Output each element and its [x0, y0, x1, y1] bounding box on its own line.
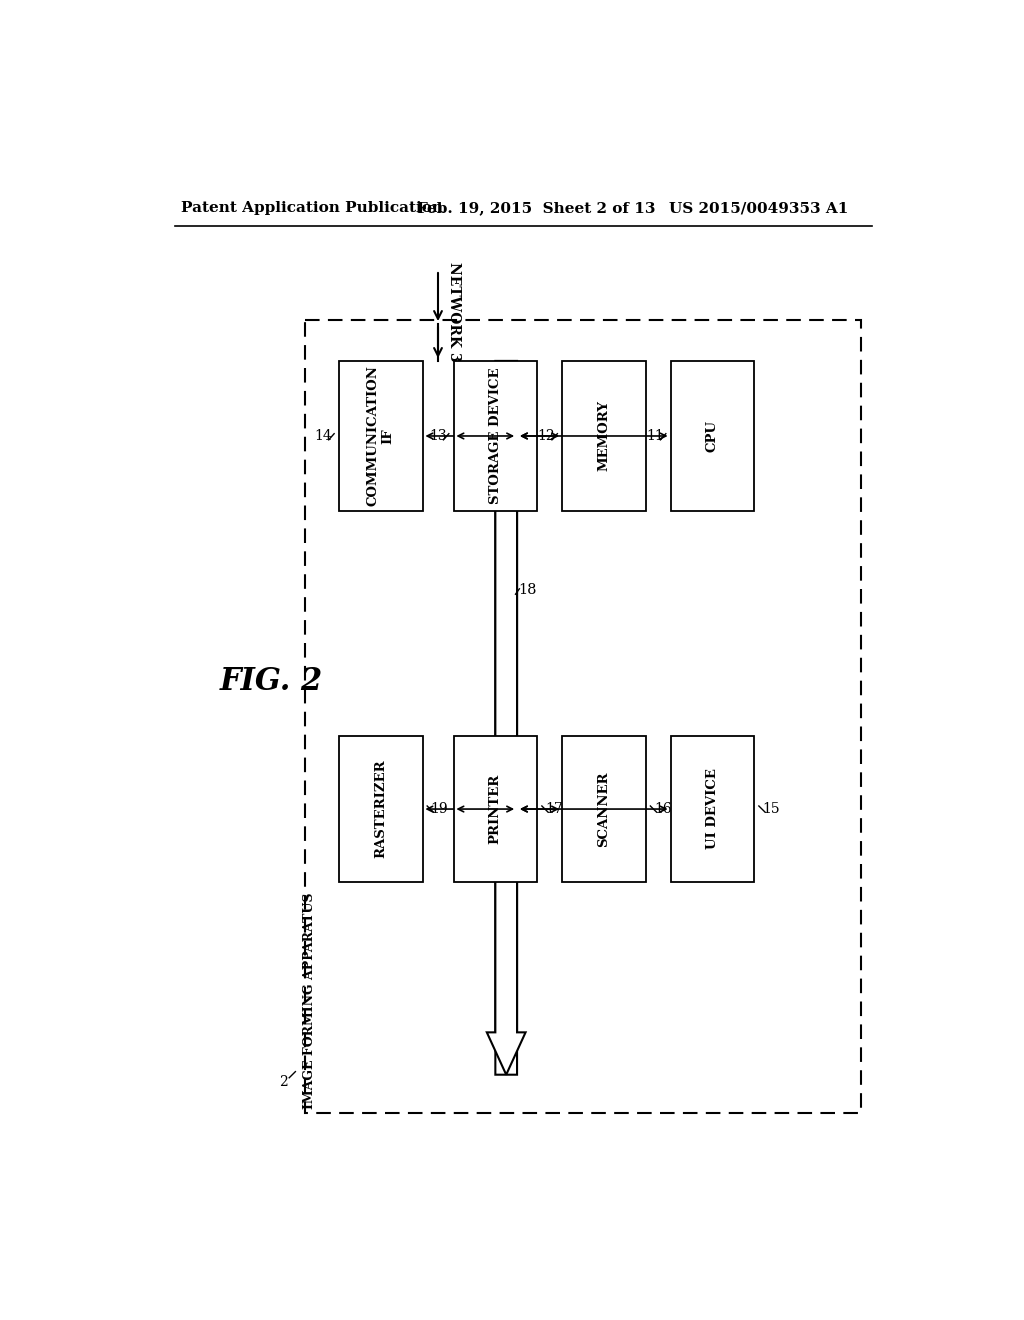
Text: Feb. 19, 2015  Sheet 2 of 13: Feb. 19, 2015 Sheet 2 of 13 — [417, 202, 655, 215]
Text: CPU: CPU — [706, 420, 719, 451]
Text: 12: 12 — [538, 429, 555, 444]
FancyBboxPatch shape — [671, 737, 755, 882]
Text: COMMUNICATION
IF: COMMUNICATION IF — [367, 366, 394, 507]
Text: 16: 16 — [654, 803, 672, 816]
Text: NETWORK 3: NETWORK 3 — [447, 263, 461, 362]
Text: 13: 13 — [429, 429, 446, 444]
Text: 2: 2 — [279, 1076, 288, 1089]
Text: 19: 19 — [431, 803, 449, 816]
Text: PRINTER: PRINTER — [488, 774, 502, 845]
Text: 14: 14 — [314, 429, 332, 444]
FancyBboxPatch shape — [562, 360, 646, 511]
FancyBboxPatch shape — [339, 360, 423, 511]
Text: FIG. 2: FIG. 2 — [219, 667, 323, 697]
Text: 17: 17 — [546, 803, 563, 816]
Text: 11: 11 — [646, 429, 664, 444]
Text: SCANNER: SCANNER — [597, 771, 610, 847]
Text: MEMORY: MEMORY — [597, 400, 610, 471]
FancyBboxPatch shape — [671, 360, 755, 511]
Polygon shape — [486, 360, 525, 1074]
Text: IMAGE FORMING APPARATUS: IMAGE FORMING APPARATUS — [302, 892, 315, 1109]
Text: 15: 15 — [763, 803, 780, 816]
Text: RASTERIZER: RASTERIZER — [374, 760, 387, 858]
FancyBboxPatch shape — [454, 737, 538, 882]
Polygon shape — [486, 360, 525, 1074]
Text: UI DEVICE: UI DEVICE — [706, 768, 719, 850]
Text: 18: 18 — [518, 582, 538, 597]
Text: US 2015/0049353 A1: US 2015/0049353 A1 — [669, 202, 848, 215]
Text: STORAGE DEVICE: STORAGE DEVICE — [488, 368, 502, 504]
Text: Patent Application Publication: Patent Application Publication — [180, 202, 442, 215]
FancyBboxPatch shape — [339, 737, 423, 882]
FancyBboxPatch shape — [454, 360, 538, 511]
FancyBboxPatch shape — [562, 737, 646, 882]
